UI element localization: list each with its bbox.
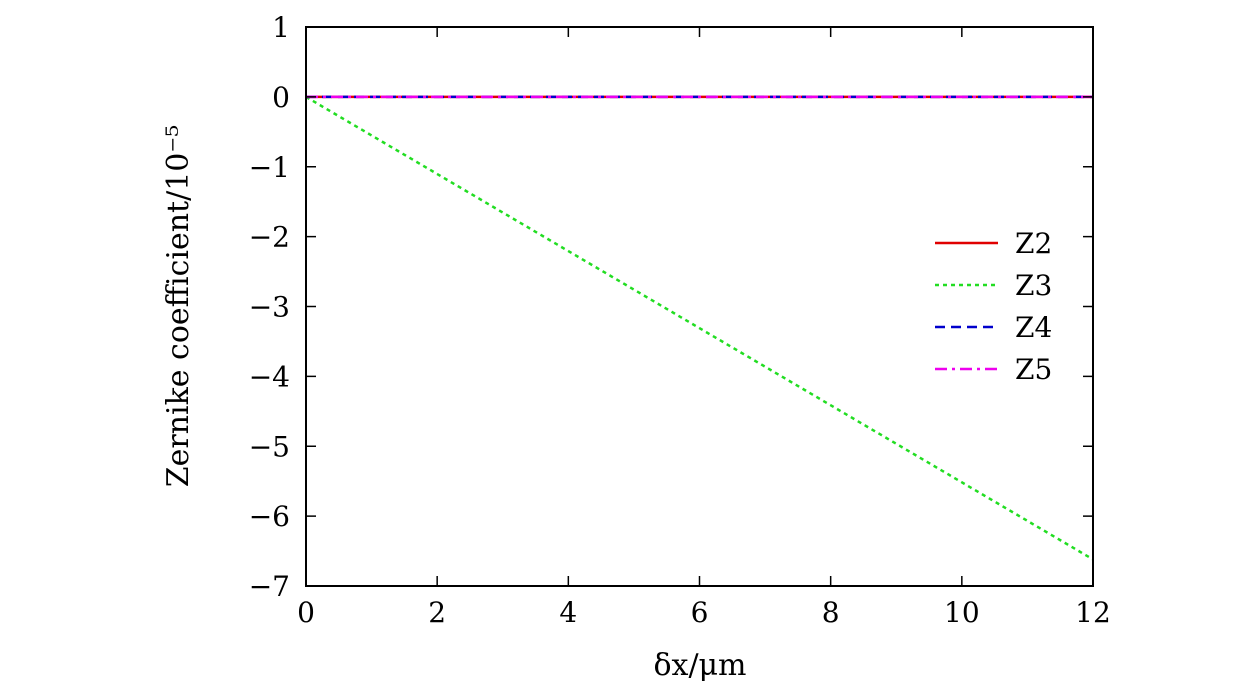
- y-tick-label: −7: [249, 570, 290, 603]
- x-tick-label: 0: [297, 596, 315, 629]
- x-tick-label: 2: [428, 596, 446, 629]
- y-axis-label: Zernike coefficient/10⁻⁵: [161, 125, 196, 488]
- legend-label-z3: Z3: [1015, 269, 1052, 302]
- legend-label-z4: Z4: [1015, 311, 1052, 344]
- y-tick-label: −4: [249, 360, 290, 393]
- legend-label-z5: Z5: [1015, 353, 1052, 386]
- x-axis-label: δx/μm: [653, 648, 746, 683]
- x-tick-label: 12: [1075, 596, 1111, 629]
- x-tick-label: 6: [691, 596, 709, 629]
- x-tick-label: 10: [944, 596, 980, 629]
- x-tick-label: 4: [559, 596, 577, 629]
- legend: Z2 Z3 Z4 Z5: [935, 227, 1052, 386]
- y-tick-label: 0: [272, 81, 290, 114]
- y-tick-label: −5: [249, 430, 290, 463]
- x-tick-label: 8: [822, 596, 840, 629]
- series-line-z3: [305, 95, 1094, 561]
- y-tick-label: −2: [249, 221, 290, 254]
- legend-label-z2: Z2: [1015, 227, 1052, 260]
- y-tick-label: −1: [249, 151, 290, 184]
- series-layer: [305, 95, 1094, 561]
- y-tick-label: −6: [249, 500, 290, 533]
- y-tick-label: 1: [272, 11, 290, 44]
- y-tick-label: −3: [249, 291, 290, 324]
- plot-area: [306, 27, 1093, 586]
